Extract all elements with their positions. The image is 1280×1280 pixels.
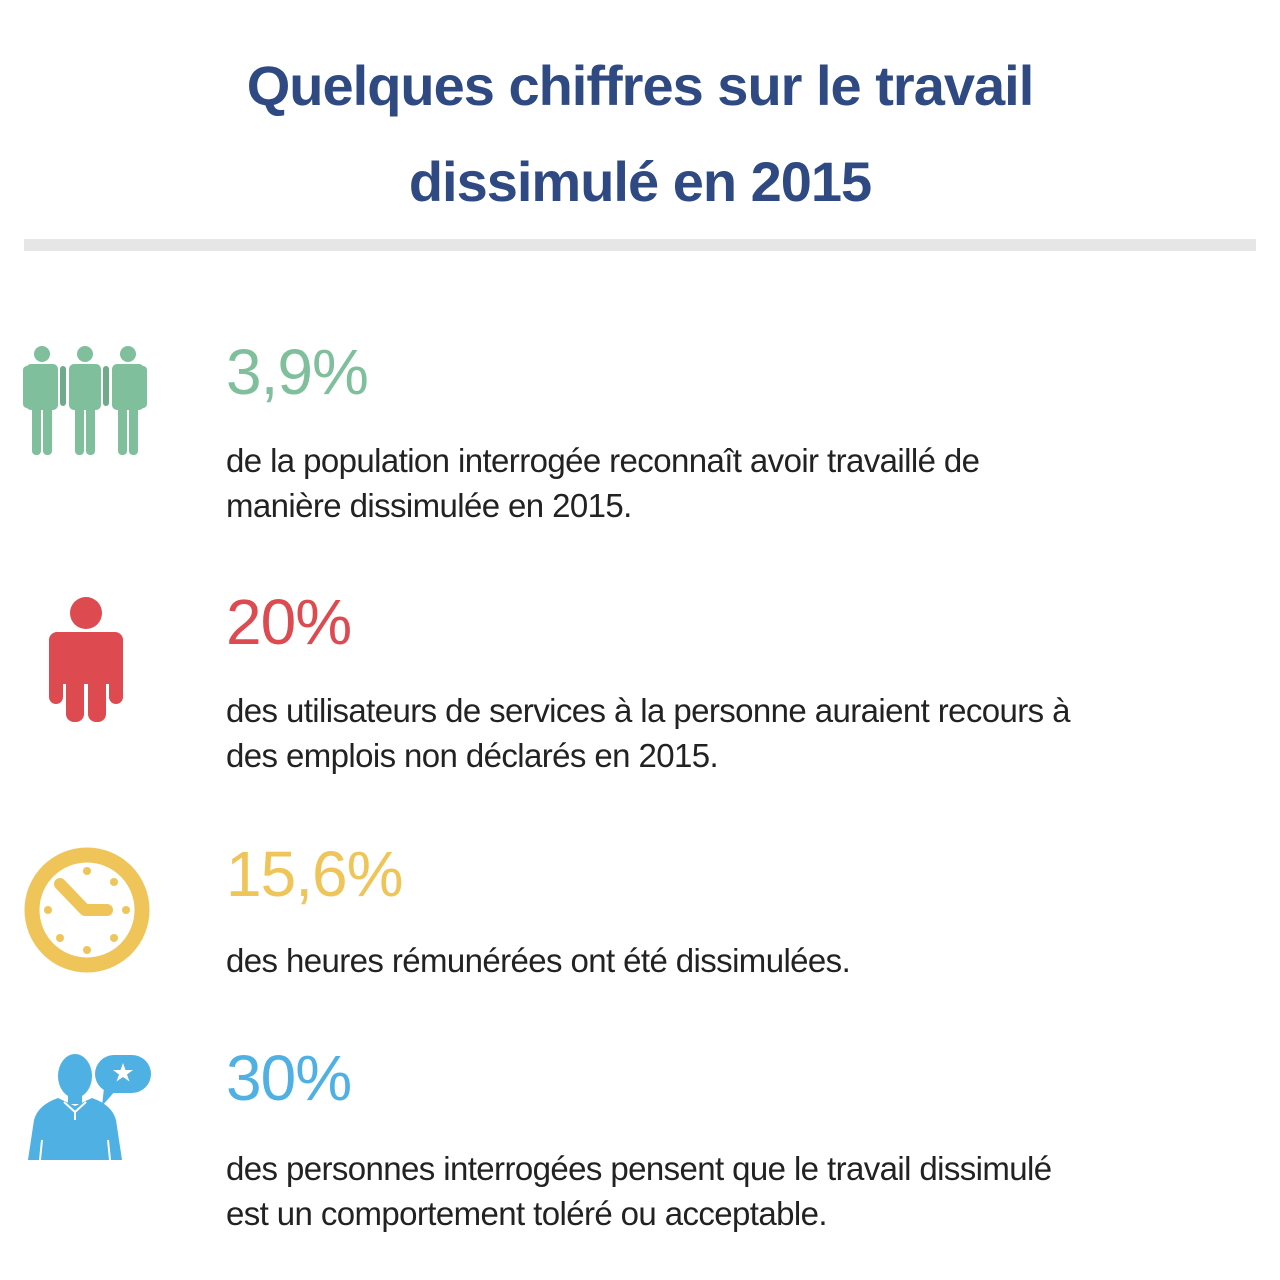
stat-value: 15,6% bbox=[226, 838, 403, 910]
clock-icon bbox=[20, 844, 160, 974]
description-line-2: manière dissimulée en 2015. bbox=[226, 487, 632, 524]
person-with-speech-bubble-icon bbox=[20, 1050, 160, 1180]
description-line-2: est un comportement toléré ou acceptable… bbox=[226, 1195, 828, 1232]
stat-value: 3,9% bbox=[226, 336, 369, 408]
description-line-1: des utilisateurs de services à la person… bbox=[226, 692, 1070, 729]
stat-value: 20% bbox=[226, 586, 352, 658]
title-line-2: dissimulé en 2015 bbox=[408, 150, 872, 213]
title-line-1: Quelques chiffres sur le travail bbox=[246, 54, 1035, 117]
description-line-1: de la population interrogée reconnaît av… bbox=[226, 442, 980, 479]
group-of-people-icon bbox=[20, 344, 160, 474]
description-line-2: des emplois non déclarés en 2015. bbox=[226, 737, 719, 774]
stat-description: des utilisateurs de services à la person… bbox=[226, 688, 1266, 778]
description-line-1: des personnes interrogées pensent que le… bbox=[226, 1150, 1052, 1187]
header-divider bbox=[24, 239, 1256, 251]
stat-description: de la population interrogée reconnaît av… bbox=[226, 438, 1266, 528]
single-person-icon bbox=[20, 594, 160, 724]
description-line-1: des heures rémunérées ont été dissimulée… bbox=[226, 942, 851, 979]
page-title: Quelques chiffres sur le travail dissimu… bbox=[0, 38, 1280, 230]
stat-description: des personnes interrogées pensent que le… bbox=[226, 1146, 1266, 1236]
stat-value: 30% bbox=[226, 1042, 352, 1114]
stat-description: des heures rémunérées ont été dissimulée… bbox=[226, 938, 1266, 983]
